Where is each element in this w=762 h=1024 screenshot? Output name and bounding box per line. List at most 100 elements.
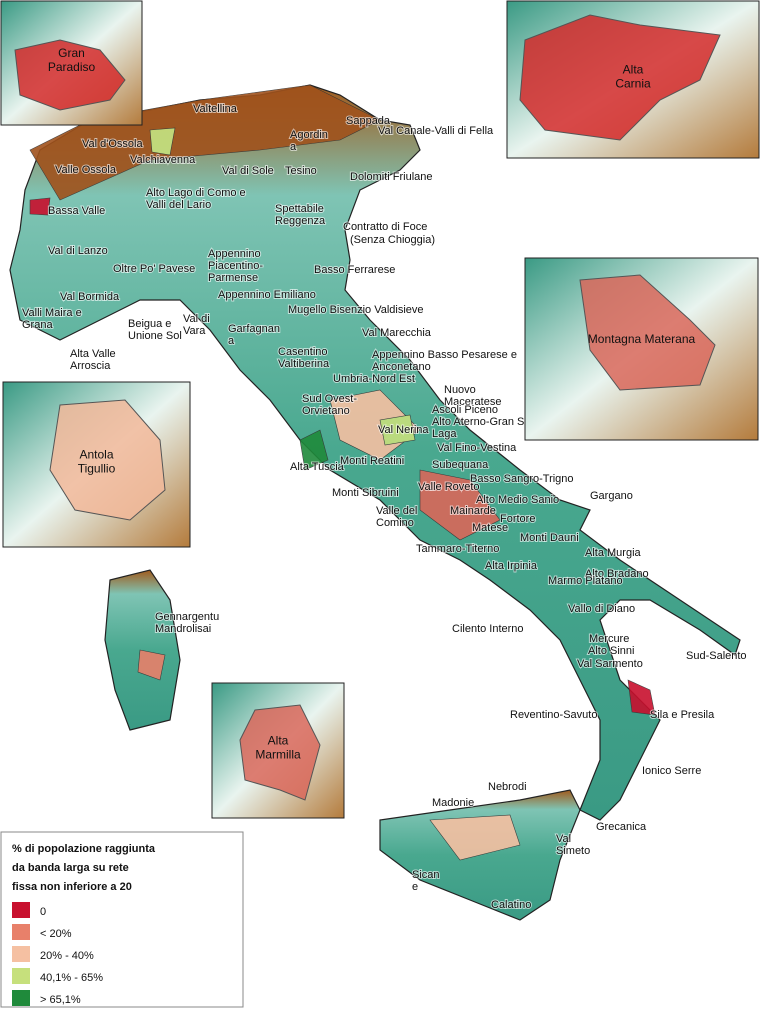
- inset-area: [49, 399, 166, 521]
- place-label-line: Anconetano: [372, 361, 431, 373]
- place-label-line: Simeto: [556, 845, 590, 857]
- inset-label-line: Montagna Materana: [588, 332, 696, 346]
- inset-label-line: Alta: [623, 63, 644, 77]
- legend-swatch: [12, 968, 30, 984]
- legend-swatch: [12, 946, 30, 962]
- inset-label-line: Carnia: [615, 77, 651, 91]
- place-label: Sican e: [412, 869, 440, 893]
- place-label-line: Casentino: [278, 346, 328, 358]
- legend-title-line: fissa non inferiore a 20: [12, 881, 132, 893]
- legend-label: 20% - 40%: [40, 950, 94, 962]
- place-label: Monti Dauni: [520, 532, 579, 544]
- place-label: Valle Roveto: [418, 481, 480, 493]
- place-label-line: Parmense: [208, 272, 258, 284]
- place-label: Mercure: [589, 633, 629, 645]
- place-label: Tesino: [285, 165, 317, 177]
- place-label: Spettabile Reggenza: [275, 203, 326, 227]
- place-label: Gennargentu Mandrolisai: [155, 611, 219, 635]
- place-label: Alta Irpinia: [485, 560, 538, 572]
- place-label: Monti Sibruini: [332, 487, 399, 499]
- place-label: Nebrodi: [488, 781, 527, 793]
- place-label: Alta Valle Arroscia: [70, 348, 116, 372]
- place-label: Valle Ossola: [55, 164, 117, 176]
- legend-label: 0: [40, 906, 46, 918]
- place-label: Valli Maira e Grana: [22, 307, 82, 331]
- inset-area: [14, 39, 126, 111]
- place-label: Casentino Valtiberina: [278, 346, 330, 370]
- place-label: Dolomiti Friulane: [350, 171, 433, 183]
- place-label-line: Maceratese: [444, 396, 501, 408]
- inset-label-line: Marmilla: [255, 748, 301, 762]
- place-label: Val Fino-Vestina: [437, 442, 517, 454]
- inset-area: [579, 274, 716, 391]
- place-label: Gargano: [590, 490, 633, 502]
- place-label: Mainarde: [450, 505, 496, 517]
- place-label: Cilento Interno: [452, 623, 524, 635]
- place-label-line: Sud Ovest-: [302, 393, 357, 405]
- place-label: Fortore: [500, 513, 535, 525]
- inset-label: Antola Tigullio: [78, 448, 116, 476]
- place-label: Beigua e Unione Sol: [128, 318, 182, 342]
- place-label: Val di Lanzo: [48, 245, 108, 257]
- place-label-line: Beigua e: [128, 318, 171, 330]
- place-label: Val Marecchia: [362, 327, 432, 339]
- place-label: Umbria-Nord Est: [333, 373, 415, 385]
- place-label: Tammaro-Titerno: [416, 543, 499, 555]
- place-label-line: Valli del Lario: [146, 199, 211, 211]
- place-label: Alto Sinni: [588, 645, 634, 657]
- place-label: Alto Bradano: [585, 568, 649, 580]
- place-label-line: Alto Lago di Como e: [146, 187, 246, 199]
- legend-swatch: [12, 902, 30, 918]
- place-label-line: a: [290, 141, 297, 153]
- place-label: Reventino-Savuto: [510, 709, 597, 721]
- inset-label-line: Antola: [79, 448, 113, 462]
- place-label: Alto Medio Sanio: [476, 494, 559, 506]
- place-label: Basso Sangro-Trigno: [470, 473, 574, 485]
- inset-area: [519, 14, 721, 141]
- place-label: Alto Lago di Como e Valli del Lario: [146, 187, 246, 211]
- place-label: Grecanica: [596, 821, 647, 833]
- place-label-line: Unione Sol: [128, 330, 182, 342]
- place-label: Garfagnan a: [228, 323, 280, 347]
- place-label-line: Piacentino-: [208, 260, 263, 272]
- place-label-line: Arroscia: [70, 360, 111, 372]
- place-label: Madonie: [432, 797, 474, 809]
- place-label-line: Sican: [412, 869, 440, 881]
- place-label: Alta Tuscia: [290, 461, 345, 473]
- place-label-line: Alto Aterno-Gran Sasso: [432, 416, 548, 428]
- place-label: Alta Murgia: [585, 547, 642, 559]
- place-label: Sud Ovest-Orvietano: [302, 393, 357, 417]
- legend-label: > 65,1%: [40, 994, 81, 1006]
- place-label: Val Sarmento: [577, 658, 643, 670]
- place-label-line: Comino: [376, 517, 414, 529]
- inset-label-line: Gran: [58, 46, 85, 60]
- place-label-line: Appennino: [208, 248, 261, 260]
- place-label-line: Valtiberina: [278, 358, 330, 370]
- place-label: Appennino Piacentino-Parmense: [208, 248, 263, 284]
- place-label: Sud-Salento: [686, 650, 747, 662]
- place-label-line: Grana: [22, 319, 53, 331]
- place-label-line: Garfagnan: [228, 323, 280, 335]
- place-label: Agordin a: [290, 129, 328, 153]
- place-label: Ascoli Piceno: [432, 404, 498, 416]
- place-label-line: Vara: [183, 325, 206, 337]
- place-label: Nuovo Maceratese: [444, 384, 501, 408]
- place-label: Marmo Platano: [548, 575, 623, 587]
- place-label-line: Appennino Basso Pesarese e: [372, 349, 517, 361]
- place-label-line: a: [228, 335, 235, 347]
- place-label-line: Reggenza: [275, 215, 326, 227]
- place-label-line: Valle del: [376, 505, 417, 517]
- place-label: Valle del Comino: [376, 505, 417, 529]
- place-label: Bassa Valle: [48, 205, 105, 217]
- legend-label: < 20%: [40, 928, 72, 940]
- place-label: Sappada: [346, 115, 391, 127]
- place-label-line: Val di: [183, 313, 210, 325]
- inset-label: Alta Marmilla: [255, 734, 301, 762]
- place-label: Sila e Presila: [650, 709, 715, 721]
- legend: % di popolazione raggiunta da banda larga…: [0, 831, 244, 1008]
- legend-title: % di popolazione raggiunta da banda larga…: [12, 843, 156, 893]
- place-label: Oltre Po' Pavese: [113, 263, 195, 275]
